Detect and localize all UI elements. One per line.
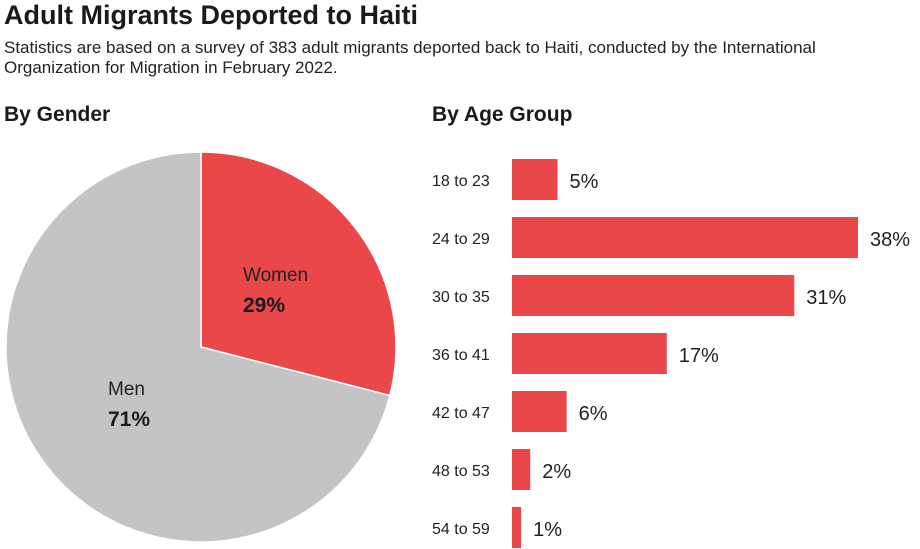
pie-value-men: 71%: [108, 408, 150, 431]
age-bar-value: 17%: [679, 345, 719, 367]
chart-title: Adult Migrants Deported to Haiti: [4, 0, 418, 30]
age-bar-value: 2%: [542, 461, 571, 483]
gender-section-title: By Gender: [4, 103, 111, 126]
pie-slice-women: [200, 151, 397, 397]
age-category-label: 18 to 23: [432, 173, 490, 190]
pie-slice-men: [5, 151, 391, 543]
age-bar-chart: 18 to 23 5% 24 to 29 38% 30 to 35 31% 36 to 41…: [432, 159, 910, 548]
pie-label-men: Men: [108, 379, 145, 400]
chart-subtitle: Statistics are based on a survey of 383 …: [4, 38, 816, 77]
age-category-label: 42 to 47: [432, 405, 490, 422]
age-bar: [512, 159, 558, 200]
age-bar-value: 6%: [579, 403, 608, 425]
pie-value-women: 29%: [243, 294, 285, 317]
pie-label-women: Women: [243, 265, 308, 286]
gender-pie-chart: Women 29% Men 71%: [5, 151, 397, 543]
age-bar: [512, 449, 531, 490]
age-bar-value: 31%: [806, 287, 846, 309]
age-bar-value: 38%: [870, 229, 910, 251]
age-bar: [512, 391, 567, 432]
age-bar: [512, 217, 858, 258]
age-category-label: 30 to 35: [432, 289, 490, 306]
age-bar-value: 5%: [570, 171, 599, 193]
age-category-label: 24 to 29: [432, 231, 490, 248]
age-category-label: 48 to 53: [432, 463, 490, 480]
age-bar: [512, 275, 795, 316]
age-category-label: 36 to 41: [432, 347, 490, 364]
age-section-title: By Age Group: [432, 103, 573, 126]
age-bar: [512, 507, 522, 548]
age-category-label: 54 to 59: [432, 521, 490, 538]
age-bar-value: 1%: [533, 519, 562, 541]
age-bar: [512, 333, 667, 374]
